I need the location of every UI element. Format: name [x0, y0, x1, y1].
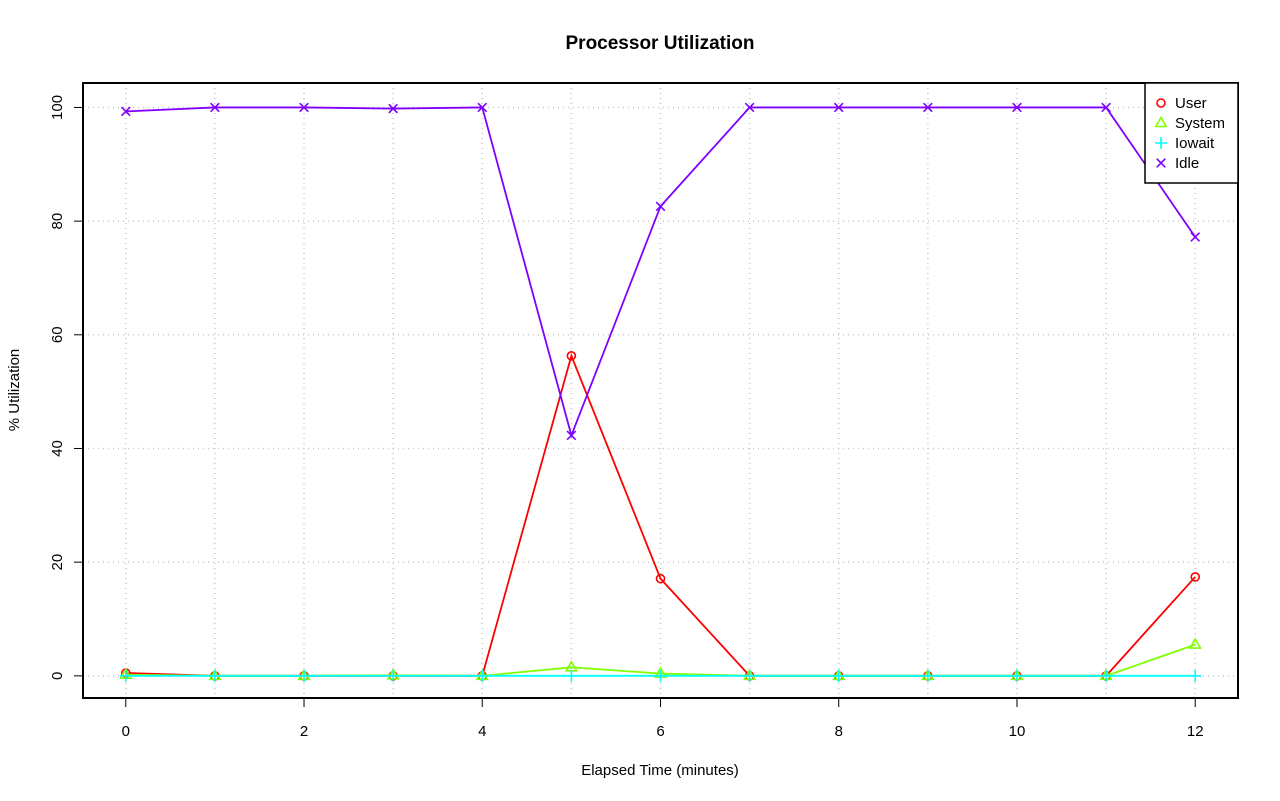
series-idle — [120, 102, 1201, 441]
legend-label-system: System — [1175, 115, 1225, 132]
series-iowait-point — [565, 669, 578, 682]
x-tick-label: 10 — [1009, 723, 1026, 740]
y-tick-label: 40 — [49, 440, 66, 457]
series-system-point — [1188, 637, 1202, 649]
series-iowait-point — [832, 669, 845, 682]
data-series — [119, 102, 1202, 682]
y-tick-label: 80 — [49, 213, 66, 230]
series-idle-point — [388, 103, 399, 114]
y-axis-label: % Utilization — [6, 349, 23, 432]
series-iowait-point — [1189, 669, 1202, 682]
series-iowait-point — [476, 669, 489, 682]
series-idle-point — [120, 106, 131, 117]
series-iowait-point — [208, 669, 221, 682]
series-user-point — [1190, 572, 1201, 582]
series-idle-point — [1101, 102, 1111, 113]
y-tick-label: 20 — [49, 554, 66, 571]
series-iowait-point — [1010, 669, 1023, 682]
x-tick-label: 4 — [478, 723, 486, 740]
series-user — [120, 351, 1201, 681]
series-idle-line — [125, 106, 1196, 439]
series-iowait — [119, 669, 1202, 682]
x-tick-label: 2 — [300, 723, 308, 740]
series-idle-point — [1012, 102, 1022, 113]
series-user-point — [566, 351, 577, 361]
series-iowait-point — [654, 669, 667, 682]
legend-label-iowait: Iowait — [1175, 135, 1215, 152]
chart-title: Processor Utilization — [566, 33, 755, 54]
x-tick-label: 12 — [1187, 723, 1204, 740]
y-axis: 0 20 40 60 80 100 — [49, 95, 84, 680]
y-tick-label: 100 — [49, 95, 66, 120]
y-tick-label: 0 — [49, 672, 66, 680]
legend-marker-system — [1154, 115, 1168, 128]
x-axis-label: Elapsed Time (minutes) — [581, 762, 739, 779]
series-iowait-point — [298, 669, 311, 682]
series-iowait-point — [119, 669, 132, 682]
x-tick-label: 6 — [656, 723, 664, 740]
legend-label-user: User — [1175, 95, 1207, 112]
series-idle-point — [922, 102, 933, 113]
series-idle-point — [1190, 232, 1201, 242]
series-iowait-point — [743, 669, 756, 682]
series-idle-point — [833, 102, 844, 113]
series-idle-point — [299, 102, 309, 113]
legend-marker-iowait — [1155, 137, 1167, 149]
plot-frame — [82, 82, 1239, 699]
series-idle-point — [210, 102, 220, 113]
series-idle-point — [566, 430, 577, 441]
series-iowait-point — [387, 669, 400, 682]
x-tick-label: 0 — [122, 723, 130, 740]
series-idle-point — [477, 102, 488, 113]
series-system-point — [564, 660, 578, 672]
series-user-point — [655, 573, 666, 584]
series-iowait-point — [1100, 669, 1113, 682]
x-tick-label: 8 — [835, 723, 843, 740]
legend-marker-user — [1156, 98, 1166, 108]
x-axis: 0 2 4 6 8 10 12 — [122, 697, 1204, 740]
grid-lines — [83, 83, 1238, 698]
legend-marker-idle — [1156, 158, 1166, 168]
legend-label-idle: Idle — [1175, 155, 1199, 172]
series-idle-point — [655, 201, 666, 212]
y-tick-label: 60 — [49, 326, 66, 343]
series-iowait-point — [921, 669, 934, 682]
legend: User System Iowait Idle — [1144, 82, 1239, 184]
series-idle-point — [744, 102, 755, 113]
